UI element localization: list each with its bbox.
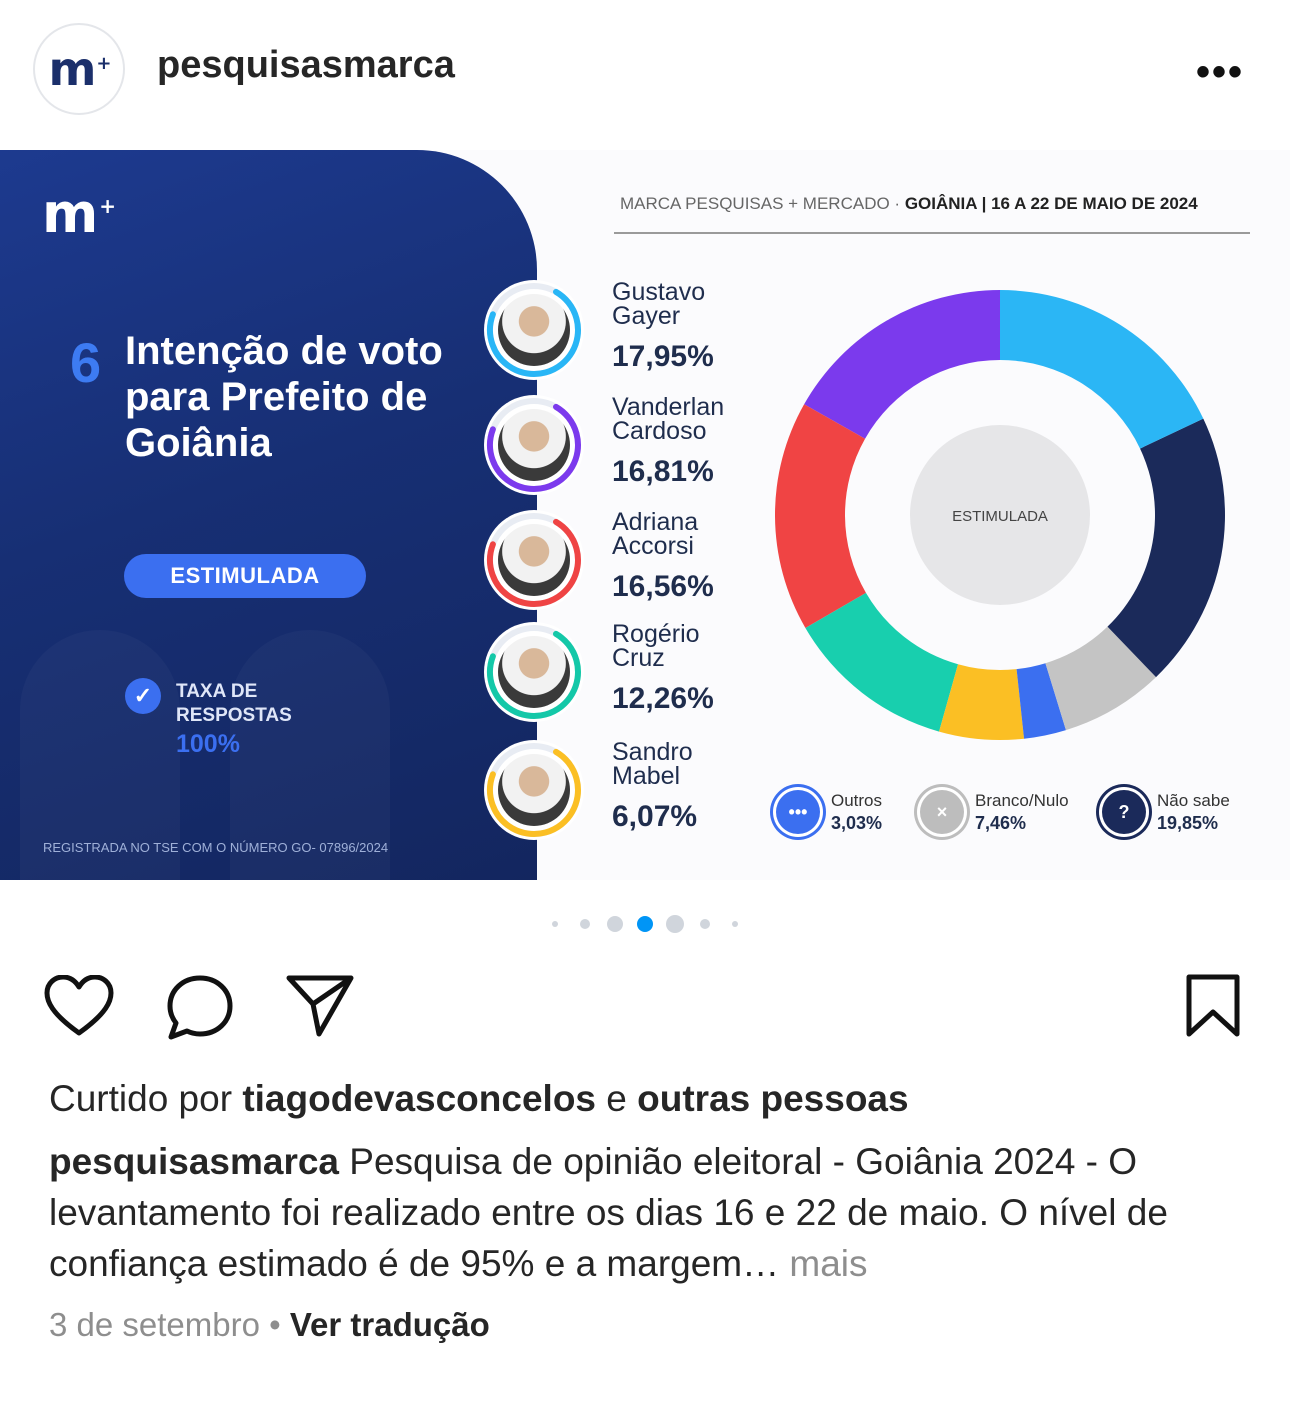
brand-logo: m + xyxy=(42,182,116,245)
donut-slice xyxy=(805,592,959,732)
heart-icon[interactable] xyxy=(43,974,115,1044)
send-icon[interactable] xyxy=(285,974,355,1043)
username[interactable]: pesquisasmarca xyxy=(157,44,455,86)
carousel-dot xyxy=(700,919,710,929)
donut-svg: ESTIMULADA xyxy=(775,290,1225,740)
candidate-photo xyxy=(484,395,584,495)
legend-text: Outros 3,03% xyxy=(831,791,883,833)
candidate-name: Vanderlan Cardoso xyxy=(612,393,725,445)
dots-icon: ••• xyxy=(776,790,820,834)
check-icon: ✓ xyxy=(125,678,161,714)
avatar-logo: m + xyxy=(48,42,111,96)
carousel-dot xyxy=(552,921,558,927)
meta-separator: • xyxy=(259,1306,290,1343)
question-icon: ? xyxy=(1102,790,1146,834)
donut-slice xyxy=(1107,418,1225,678)
more-horizontal-icon[interactable]: ••• xyxy=(1196,50,1245,94)
candidate-name: Adriana Accorsi xyxy=(612,508,699,560)
donut-slice xyxy=(804,290,1000,439)
source-line: MARCA PESQUISAS + MERCADO · GOIÂNIA | 16… xyxy=(620,194,1198,213)
candidate-name: Gustavo Gayer xyxy=(612,278,706,330)
candidate-face xyxy=(498,294,570,366)
others-link[interactable]: outras pessoas xyxy=(637,1078,909,1119)
candidate-percentage: 6,07% xyxy=(612,800,698,833)
more-link[interactable]: mais xyxy=(789,1243,868,1284)
candidate-percentage: 16,56% xyxy=(612,570,714,603)
carousel-dots xyxy=(0,914,1290,934)
taxa-label: TAXA DE RESPOSTAS xyxy=(176,681,292,726)
caption-username[interactable]: pesquisasmarca xyxy=(49,1141,340,1182)
bookmark-icon[interactable] xyxy=(1185,974,1241,1043)
action-bar xyxy=(0,970,1290,1050)
donut-chart: ESTIMULADA xyxy=(770,285,1230,750)
post-image[interactable]: m + 6 Intenção de voto para Prefeito de G… xyxy=(0,150,1290,880)
candidate-photo xyxy=(484,740,584,840)
candidate-name: Rogério Cruz xyxy=(612,620,700,672)
candidate-percentage: 12,26% xyxy=(612,682,714,715)
post-header: m + pesquisasmarca ••• xyxy=(0,0,1290,148)
carousel-dot-active xyxy=(637,916,653,932)
candidate-face xyxy=(498,754,570,826)
donut-center-label: ESTIMULADA xyxy=(952,508,1048,525)
carousel-dot xyxy=(666,915,684,933)
donut-slice xyxy=(939,664,1025,740)
candidate-photo xyxy=(484,622,584,722)
candidate-face xyxy=(498,409,570,481)
divider xyxy=(614,232,1250,234)
post-date[interactable]: 3 de setembro xyxy=(49,1306,260,1343)
likes-prefix: Curtido por xyxy=(49,1078,243,1119)
slide-number: 6 xyxy=(70,331,102,394)
candidate-percentage: 16,81% xyxy=(612,455,714,488)
donut-slice xyxy=(1016,663,1066,739)
candidate-name: Sandro Mabel xyxy=(612,738,693,790)
likes-line: Curtido por tiagodevasconcelos e outras … xyxy=(49,1078,909,1120)
legend-text: Branco/Nulo 7,46% xyxy=(975,791,1069,833)
x-icon: × xyxy=(920,790,964,834)
candidate-face xyxy=(498,636,570,708)
donut-slice xyxy=(775,404,866,628)
donut-center xyxy=(910,425,1090,605)
panel-title: Intenção de voto para Prefeito de Goiâni… xyxy=(125,329,443,465)
carousel-dot xyxy=(580,919,590,929)
candidate-face xyxy=(498,524,570,596)
estimulada-pill: ESTIMULADA xyxy=(124,554,366,598)
liker-username[interactable]: tiagodevasconcelos xyxy=(242,1078,596,1119)
comment-icon[interactable] xyxy=(165,974,235,1047)
avatar[interactable]: m + xyxy=(33,23,125,115)
translate-link[interactable]: Ver tradução xyxy=(289,1306,490,1343)
info-panel: m + 6 Intenção de voto para Prefeito de G… xyxy=(0,150,537,880)
registro-text: REGISTRADA NO TSE COM O NÚMERO GO- 07896… xyxy=(43,840,389,855)
likes-middle: e xyxy=(596,1078,638,1119)
caption: pesquisasmarca Pesquisa de opinião eleit… xyxy=(49,1136,1249,1289)
candidate-photo xyxy=(484,280,584,380)
legend-text: Não sabe 19,85% xyxy=(1157,791,1230,833)
taxa-value: 100% xyxy=(176,730,240,758)
donut-slice xyxy=(1045,626,1157,731)
candidate-photo xyxy=(484,510,584,610)
post-meta: 3 de setembro • Ver tradução xyxy=(49,1306,490,1344)
carousel-dot xyxy=(732,921,738,927)
donut-slice xyxy=(1000,290,1204,449)
carousel-dot xyxy=(607,916,623,932)
caption-text: Pesquisa de opinião eleitoral - Goiânia … xyxy=(49,1141,1168,1284)
candidate-percentage: 17,95% xyxy=(612,340,714,373)
